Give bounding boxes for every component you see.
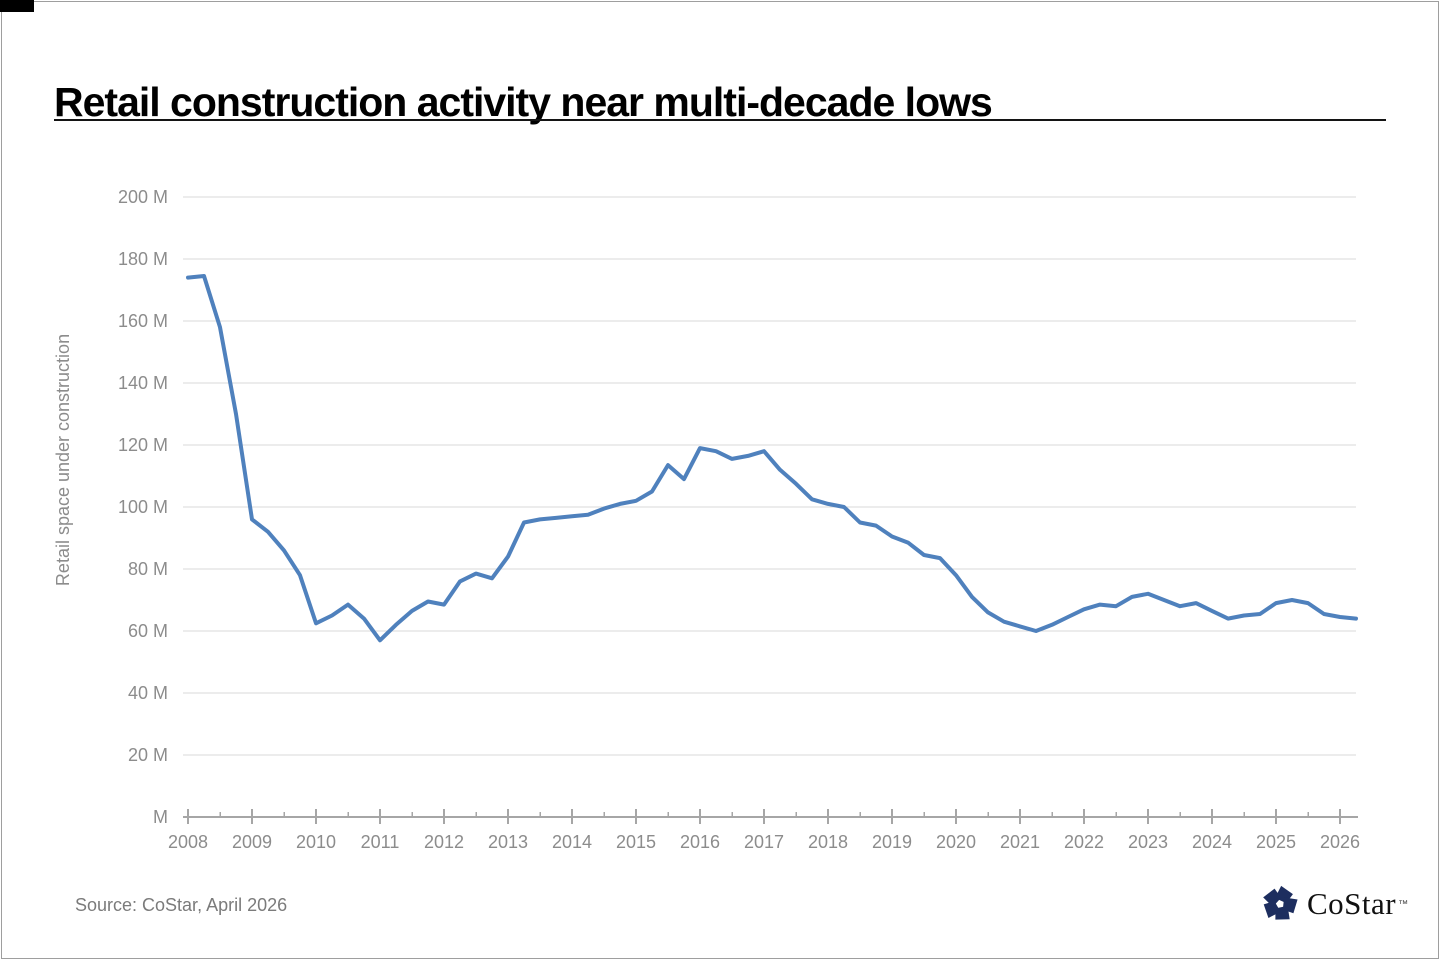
trademark-symbol: ™	[1398, 898, 1409, 910]
source-note: Source: CoStar, April 2026	[75, 895, 288, 915]
x-tick-label: 2017	[744, 832, 784, 852]
costar-logo-text: CoStar	[1307, 886, 1397, 921]
x-tick-label: 2016	[680, 832, 720, 852]
y-tick-label: 180 M	[118, 249, 168, 269]
costar-pinwheel-icon	[1263, 885, 1298, 920]
y-tick-label: 100 M	[118, 497, 168, 517]
y-tick-label: 200 M	[118, 187, 168, 207]
y-tick-label: 120 M	[118, 435, 168, 455]
pinwheel-petal	[1263, 901, 1281, 918]
y-tick-label: 160 M	[118, 311, 168, 331]
title-divider	[54, 119, 1386, 121]
x-tick-label: 2013	[488, 832, 528, 852]
y-tick-label: 60 M	[128, 621, 168, 641]
x-tick-label: 2008	[168, 832, 208, 852]
y-tick-label: 80 M	[128, 559, 168, 579]
x-tick-label: 2026	[1320, 832, 1360, 852]
x-tick-label: 2009	[232, 832, 272, 852]
x-tick-label: 2015	[616, 832, 656, 852]
x-tick-label: 2019	[872, 832, 912, 852]
x-tick-label: 2023	[1128, 832, 1168, 852]
corner-artifact	[0, 0, 34, 12]
y-tick-label: M	[153, 807, 168, 827]
costar-logo: CoStar ™	[1260, 884, 1408, 924]
x-tick-label: 2011	[361, 832, 400, 852]
x-tick-label: 2010	[296, 832, 336, 852]
pinwheel-petal	[1263, 888, 1282, 907]
y-tick-label: 140 M	[118, 373, 168, 393]
y-tick-label: 20 M	[128, 745, 168, 765]
x-tick-label: 2014	[552, 832, 592, 852]
x-tick-label: 2020	[936, 832, 976, 852]
x-tick-label: 2025	[1256, 832, 1296, 852]
x-tick-label: 2024	[1192, 832, 1232, 852]
x-tick-label: 2012	[424, 832, 464, 852]
data-series-line	[186, 274, 1358, 643]
x-tick-label: 2022	[1064, 832, 1104, 852]
x-tick-label: 2018	[808, 832, 848, 852]
x-tick-label: 2021	[1000, 832, 1040, 852]
y-tick-label: 40 M	[128, 683, 168, 703]
page-title: Retail construction activity near multi-…	[54, 79, 993, 126]
y-axis-title: Retail space under construction	[53, 334, 73, 586]
